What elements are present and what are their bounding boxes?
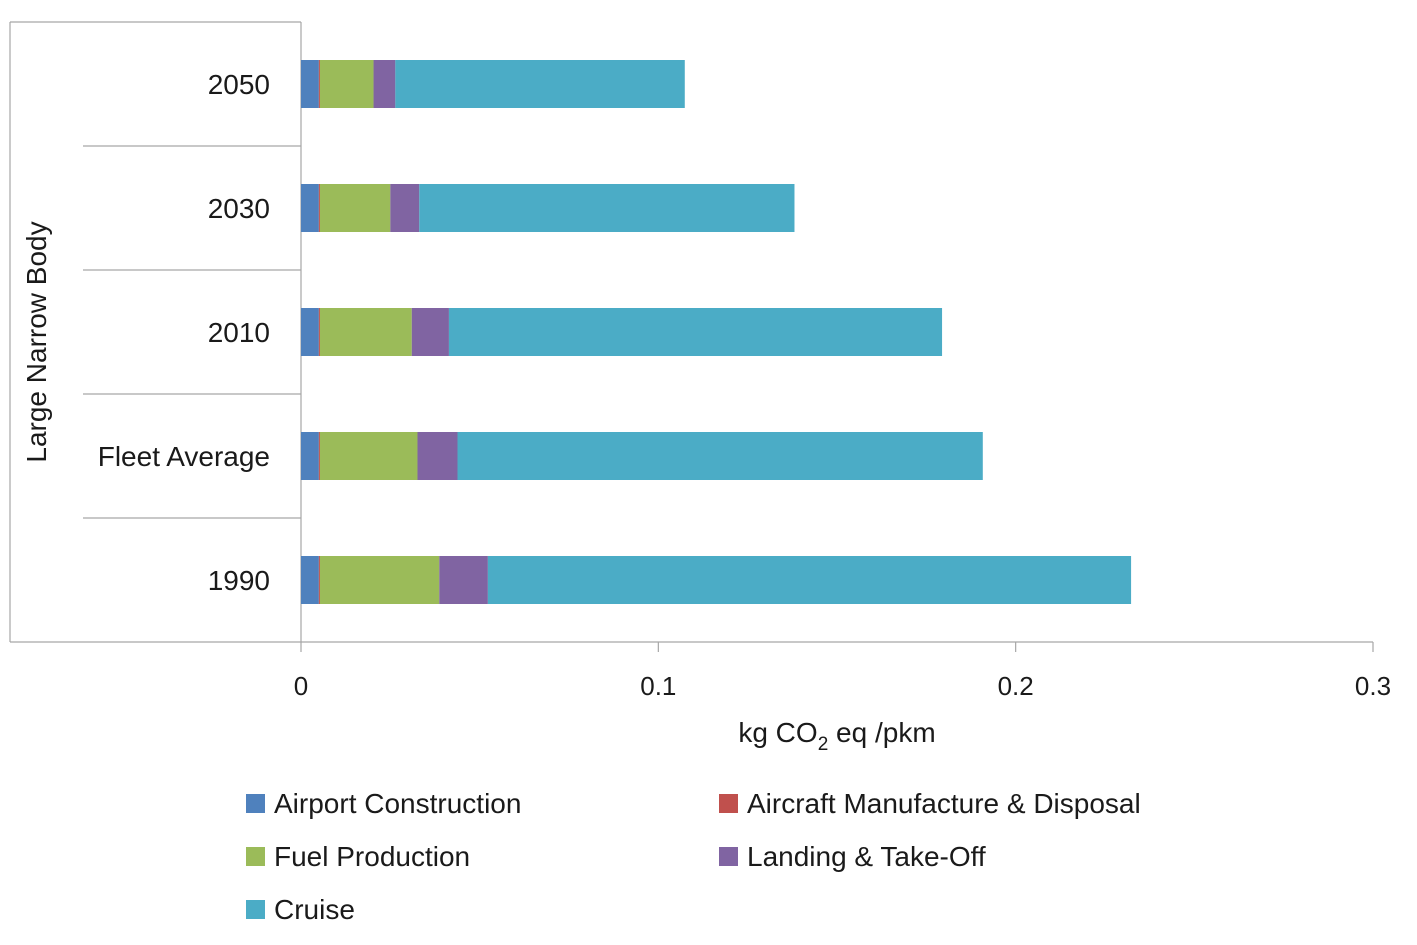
- legend-swatch: [246, 847, 265, 866]
- bar-segment: [318, 432, 320, 480]
- bar-segment: [318, 60, 320, 108]
- bar-segment: [301, 184, 319, 232]
- bar-segment: [390, 184, 420, 232]
- bar-segment: [373, 60, 396, 108]
- legend: Airport Construction Aircraft Manufacture…: [246, 788, 1141, 925]
- bar-segment: [319, 60, 374, 108]
- bar-segment: [448, 308, 943, 356]
- category-label: 2010: [208, 317, 270, 348]
- legend-label: Cruise: [274, 894, 355, 925]
- bar-segment: [319, 556, 440, 604]
- bar-segment: [318, 308, 320, 356]
- x-tick-label: 0.1: [640, 671, 676, 701]
- x-axis-title: kg CO2 eq /pkm: [738, 717, 935, 755]
- labels-layer: 0 0.1 0.2 0.3 1990 Fleet Average 2010 2030 2050 L…: [21, 69, 1391, 755]
- category-label: 1990: [208, 565, 270, 596]
- bar-segment: [301, 432, 319, 480]
- x-tick-label: 0.3: [1355, 671, 1391, 701]
- bar-segment: [301, 60, 319, 108]
- legend-swatch: [246, 794, 265, 813]
- legend-label: Landing & Take-Off: [747, 841, 986, 872]
- group-label: Large Narrow Body: [21, 221, 52, 462]
- bars-layer: [301, 60, 1132, 604]
- legend-swatch: [719, 794, 738, 813]
- legend-label: Aircraft Manufacture & Disposal: [747, 788, 1141, 819]
- bar-segment: [487, 556, 1132, 604]
- axes-layer: [9, 21, 1374, 652]
- bar-segment: [319, 308, 412, 356]
- legend-label: Airport Construction: [274, 788, 521, 819]
- bar-segment: [301, 556, 319, 604]
- category-label: 2030: [208, 193, 270, 224]
- x-tick-label: 0: [294, 671, 308, 701]
- legend-swatch: [719, 847, 738, 866]
- bar-segment: [318, 184, 320, 232]
- category-label: Fleet Average: [98, 441, 270, 472]
- legend-label: Fuel Production: [274, 841, 470, 872]
- category-label: 2050: [208, 69, 270, 100]
- bar-segment: [439, 556, 488, 604]
- bar-segment: [411, 308, 449, 356]
- bar-segment: [319, 432, 418, 480]
- x-tick-label: 0.2: [998, 671, 1034, 701]
- bar-segment: [301, 308, 319, 356]
- bar-segment: [318, 556, 320, 604]
- bar-segment: [319, 184, 391, 232]
- bar-segment: [457, 432, 983, 480]
- legend-swatch: [246, 900, 265, 919]
- bar-segment: [417, 432, 458, 480]
- bar-segment: [419, 184, 795, 232]
- bar-segment: [395, 60, 685, 108]
